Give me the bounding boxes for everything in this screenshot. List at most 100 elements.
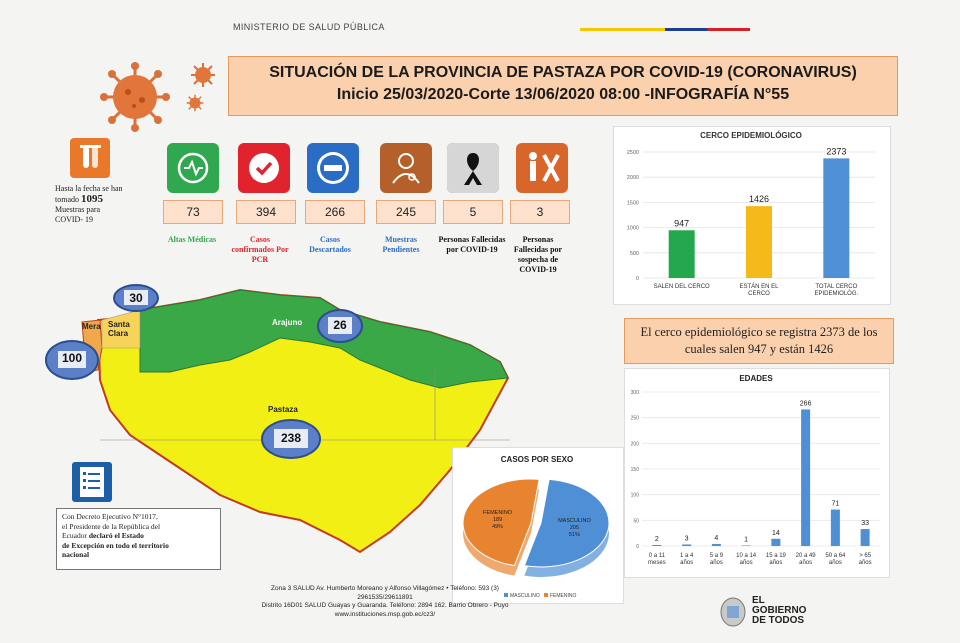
map-label-santa-clara: Santa Clara (108, 320, 130, 338)
x-tick-label: 10 a 14 años (736, 553, 757, 566)
stat-value-pendientes: 245 (376, 200, 436, 224)
stat-value-fallecidos-sospecha: 3 (510, 200, 570, 224)
cerco-chart-title: CERCO EPIDEMIOLÓGICO (700, 131, 802, 140)
bar (652, 544, 662, 546)
x-tick-label: > 65 años (859, 553, 872, 566)
coronavirus-icon-tiny (186, 94, 204, 112)
x-tick-label: 20 a 49 años (796, 553, 817, 566)
pie-slice (462, 478, 540, 567)
x-tick-label: 1 a 4 años (680, 553, 694, 566)
slice-name: MASCULINO (558, 518, 591, 524)
bar (741, 545, 751, 546)
edades-chart: 0 50 100 150 200 250 300 2 0 a 11 meses 3 1 a 4 años… (631, 390, 880, 566)
x-tick-label: 0 a 11 meses (648, 553, 666, 566)
ministry-name: MINISTERIO DE SALUD PÚBLICA (233, 22, 385, 32)
bar (746, 206, 772, 278)
sexo-chart-title: CASOS POR SEXO (500, 455, 574, 464)
x-tick-label: SALEN DEL CERCO (654, 284, 710, 290)
map-label-pastaza: Pastaza (268, 405, 298, 414)
slice-value: 189 (493, 517, 502, 523)
x-tick-label: 5 a 9 años (710, 553, 724, 566)
mourning-ribbon-icon (447, 143, 499, 193)
data-label: 14 (772, 530, 780, 537)
stat-label-confirmados: Casos confirmados Por PCR (231, 235, 289, 264)
data-label: 266 (800, 400, 812, 407)
x-tick-label: 50 a 64 años (825, 553, 846, 566)
title-banner: SITUACIÓN DE LA PROVINCIA DE PASTAZA POR… (228, 56, 898, 116)
cross-person-icon (516, 143, 568, 193)
stat-value-descartados: 266 (305, 200, 365, 224)
doctor-icon (380, 143, 432, 193)
map-label-mera: Mera (82, 322, 101, 331)
map-cases-pastaza: 238 (280, 431, 302, 445)
y-tick-label: 500 (630, 251, 639, 257)
data-label: 71 (831, 501, 839, 508)
y-tick-label: 2000 (627, 175, 639, 181)
gobierno-logo: EL GOBIERNO DE TODOS (752, 595, 807, 626)
map-cases-arajuno: 26 (333, 318, 347, 332)
y-tick-label: 2500 (627, 150, 639, 156)
page-title: SITUACIÓN DE LA PROVINCIA DE PASTAZA POR… (269, 64, 857, 81)
slice-name: FEMENINO (483, 510, 513, 516)
ecuador-flag-stripe (580, 28, 750, 31)
minus-icon (307, 143, 359, 193)
data-label: 1 (744, 536, 748, 543)
y-tick-label: 50 (633, 518, 639, 524)
stat-label-altas: Altas Médicas (167, 235, 217, 244)
heartbeat-icon (167, 143, 219, 193)
x-tick-label: 15 a 19 años (766, 553, 787, 566)
slice-pct: 49% (492, 524, 503, 530)
map-bubble-pastaza (261, 419, 321, 459)
map-region-santa-clara (101, 309, 141, 349)
map-region-arajuno (139, 289, 509, 389)
y-tick-label: 100 (631, 493, 640, 499)
data-label: 2373 (826, 146, 846, 156)
y-tick-label: 300 (631, 390, 640, 396)
data-label: 3 (685, 535, 689, 542)
cerco-chart: 0 500 1000 1500 2000 2500 947 SALEN DEL CERCO 14… (627, 146, 875, 297)
slice-pct: 51% (569, 532, 580, 538)
cerco-note: El cerco epidemiológico se registra 2373… (624, 318, 894, 364)
map-cases-mera: 100 (61, 351, 83, 365)
page-subtitle: Inicio 25/03/2020-Corte 13/06/2020 08:00… (336, 86, 790, 103)
coronavirus-icon-small (191, 63, 215, 87)
stat-label-fallecidos-sospecha: Personas Fallecidas por sospecha de COVI… (513, 235, 563, 274)
bar (801, 409, 811, 546)
edades-chart-title: EDADES (739, 374, 773, 383)
legend-label: MASCULINO (510, 593, 540, 599)
data-label: 33 (861, 520, 869, 527)
stat-value-altas: 73 (163, 200, 223, 224)
check-icon (238, 143, 290, 193)
map-bubble-mera (45, 340, 99, 380)
footer-contact: Zona 3 SALUD Av. Humberto Moreano y Alfo… (261, 585, 509, 618)
y-tick-label: 150 (631, 467, 640, 473)
x-tick-label: TOTAL CERCO EPIDEMIOLÓG. (814, 284, 858, 297)
coronavirus-icon (100, 62, 170, 132)
stat-value-fallecidos: 5 (443, 200, 503, 224)
data-label: 947 (674, 218, 689, 228)
bar (711, 543, 721, 546)
bar (771, 538, 781, 546)
test-tube-icon (70, 138, 110, 178)
y-tick-label: 0 (636, 544, 639, 550)
bar (668, 230, 695, 278)
decree-notice: Con Decreto Ejecutivo N°1017, el Preside… (56, 508, 221, 570)
x-tick-label: ESTÁN EN EL CERCO (739, 283, 779, 297)
bar (830, 509, 840, 546)
stat-label-descartados: Casos Descartados (309, 235, 351, 254)
stat-label-pendientes: Muestras Pendientes (382, 235, 420, 254)
data-label: 2 (655, 536, 659, 543)
bar (823, 158, 850, 278)
bar (860, 529, 870, 546)
y-tick-label: 0 (636, 276, 639, 282)
map-bubble-santa-clara (113, 284, 159, 312)
stat-label-fallecidos: Personas Fallecidas por COVID-19 (438, 235, 506, 254)
bar (682, 544, 692, 546)
legend-label: FEMENINO (550, 593, 577, 599)
slice-value: 205 (570, 525, 579, 531)
map-bubble-arajuno (317, 309, 363, 343)
document-checklist-icon (72, 462, 112, 502)
y-tick-label: 200 (631, 441, 640, 447)
pie-slice (523, 478, 610, 568)
y-tick-label: 1000 (627, 226, 639, 232)
